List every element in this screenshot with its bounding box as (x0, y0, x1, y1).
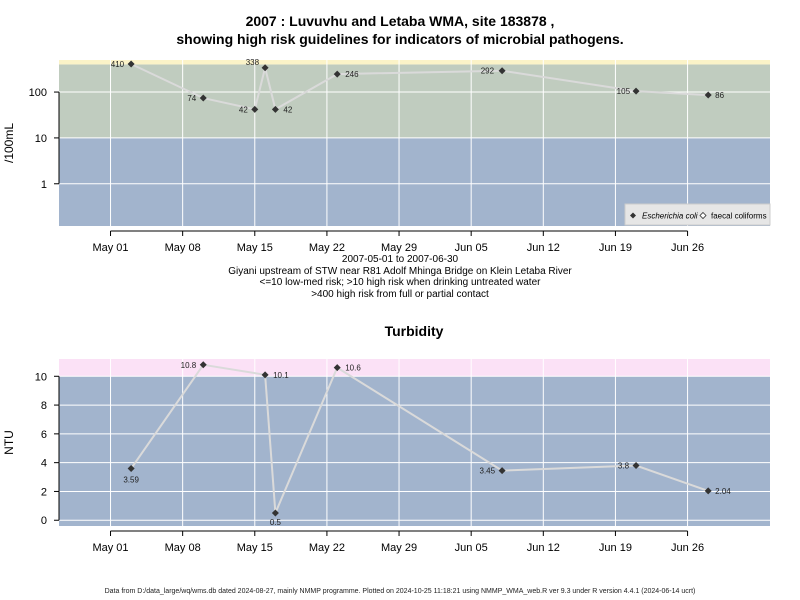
x-tick-label: May 22 (309, 542, 345, 554)
data-label: 246 (345, 70, 359, 79)
x-tick-label: Jun 19 (599, 542, 632, 554)
data-label: 10.8 (181, 361, 197, 370)
panel-title: Turbidity (385, 323, 444, 339)
x-tick-label: May 01 (92, 542, 128, 554)
y-tick-label: 0 (41, 515, 47, 527)
y-tick-label: 10 (35, 133, 47, 145)
legend-marker-open (699, 211, 707, 220)
legend-box (624, 203, 771, 226)
x-tick-label: May 15 (237, 242, 273, 254)
data-label: 2.04 (715, 487, 731, 496)
chart-title-line-2: showing high risk guidelines for indicat… (176, 31, 624, 47)
chart-title-line-1: 2007 : Luvuvhu and Letaba WMA, site 1838… (245, 13, 555, 29)
x-tick-label: Jun 26 (671, 242, 704, 254)
y-tick-label: 4 (41, 458, 47, 470)
data-point (199, 94, 207, 102)
x-tick-label: May 08 (165, 542, 201, 554)
x-tick-label: May 01 (92, 242, 128, 254)
data-point (271, 105, 279, 113)
caption-date-range: 2007-05-01 to 2007-06-30 (341, 254, 459, 265)
data-point (127, 465, 135, 473)
data-label: 410 (111, 60, 125, 69)
y-tick-label: 8 (41, 400, 47, 412)
data-label: 42 (239, 105, 248, 114)
data-label: 74 (187, 94, 196, 103)
x-tick-label: Jun 05 (455, 242, 488, 254)
risk-band-2 (59, 64, 770, 138)
data-label: 3.59 (123, 476, 139, 485)
risk-band-3 (59, 60, 770, 65)
y-axis-label: NTU (2, 430, 16, 455)
x-tick-label: Jun 12 (527, 542, 560, 554)
x-tick-label: Jun 05 (455, 542, 488, 554)
risk-band-1 (59, 376, 770, 526)
data-point (498, 467, 506, 475)
caption-risk-guideline-low: <=10 low-med risk; >10 high risk when dr… (259, 277, 541, 288)
legend-label: faecal coliforms (711, 212, 767, 221)
data-point (199, 361, 207, 369)
data-point (333, 70, 341, 78)
x-tick-label: Jun 26 (671, 542, 704, 554)
data-label: 0.5 (270, 518, 282, 527)
data-label: 338 (246, 58, 260, 67)
data-label: 86 (715, 91, 724, 100)
x-tick-label: Jun 19 (599, 242, 632, 254)
y-tick-label: 100 (29, 87, 47, 99)
data-point (261, 64, 269, 72)
x-tick-label: May 29 (381, 542, 417, 554)
data-label: 10.1 (273, 371, 289, 380)
y-tick-label: 6 (41, 429, 47, 441)
y-axis-label: /100mL (2, 123, 16, 163)
data-label: 105 (617, 87, 631, 96)
data-point (251, 105, 259, 113)
y-tick-label: 1 (41, 179, 47, 191)
series-line (130, 363, 709, 514)
caption-risk-guideline-high: >400 high risk from full or partial cont… (311, 288, 489, 300)
data-point (632, 87, 640, 95)
data-point (333, 364, 341, 372)
legend-label: Escherichia coli (642, 212, 698, 221)
data-label: 3.8 (618, 462, 630, 471)
footer-data-source: Data from D:/data_large/wq/wms.db dated … (104, 588, 696, 595)
x-tick-label: May 15 (237, 542, 273, 554)
data-point (271, 509, 279, 517)
data-point (704, 91, 712, 99)
data-point (498, 67, 506, 75)
y-tick-label: 2 (41, 486, 47, 498)
data-point (632, 462, 640, 470)
data-label: 42 (283, 105, 292, 114)
legend-marker-filled (630, 212, 636, 219)
data-point (704, 487, 712, 495)
data-label: 3.45 (480, 467, 496, 476)
y-tick-label: 10 (35, 371, 47, 383)
caption-site-description: Giyani upstream of STW near R81 Adolf Mh… (228, 265, 572, 277)
x-tick-label: Jun 12 (527, 242, 560, 254)
risk-band-2 (59, 359, 770, 377)
x-tick-label: May 22 (309, 242, 345, 254)
data-point (127, 60, 135, 68)
data-point (261, 371, 269, 379)
x-tick-label: May 08 (165, 242, 201, 254)
x-tick-label: May 29 (381, 242, 417, 254)
data-label: 292 (481, 67, 495, 76)
data-label: 10.6 (345, 364, 361, 373)
